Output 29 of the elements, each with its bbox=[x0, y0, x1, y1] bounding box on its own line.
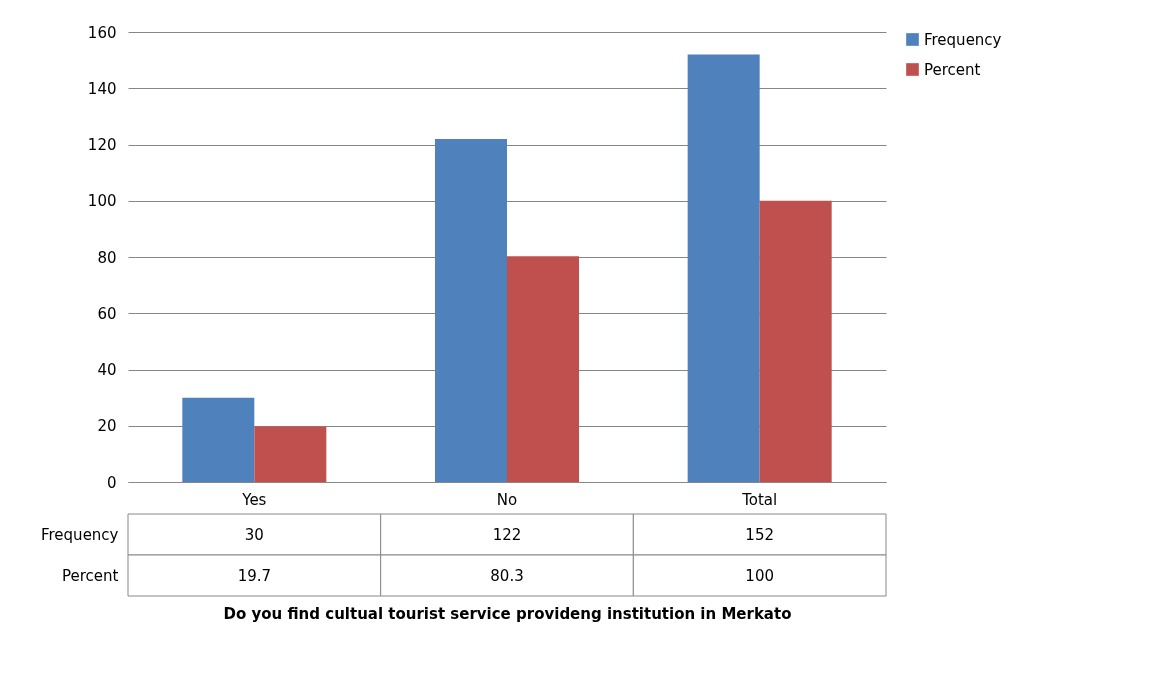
y-tick-label: 20 bbox=[97, 417, 117, 436]
y-tick-label: 40 bbox=[97, 361, 117, 379]
data-label: 100 bbox=[745, 566, 774, 585]
data-label: 80.3 bbox=[490, 566, 524, 585]
y-tick-label: 80 bbox=[97, 248, 117, 267]
bar bbox=[759, 200, 832, 482]
y-tick-label: 120 bbox=[87, 136, 117, 154]
legend-label: Percent bbox=[924, 60, 981, 79]
bar bbox=[434, 138, 507, 482]
x-tick-label: Yes bbox=[241, 490, 267, 509]
y-tick-label: 100 bbox=[87, 192, 117, 211]
data-label: 19.7 bbox=[237, 566, 272, 585]
x-tick-label: Total bbox=[741, 490, 778, 509]
y-tick-label: 140 bbox=[87, 79, 117, 98]
x-tick-label: No bbox=[496, 490, 518, 509]
y-tick-label: 0 bbox=[106, 473, 117, 492]
text: Frequency bbox=[41, 525, 119, 544]
data-label: 152 bbox=[745, 525, 774, 544]
data-label: 30 bbox=[244, 525, 264, 544]
bar bbox=[254, 426, 327, 482]
bar bbox=[182, 397, 255, 482]
text: Percent bbox=[62, 566, 119, 585]
y-tick-label: 160 bbox=[87, 23, 117, 42]
text: Do you find cultual tourist service provideng institution in Merkato bbox=[223, 604, 792, 623]
bar bbox=[507, 256, 580, 482]
legend-label: Frequency bbox=[924, 30, 1002, 49]
y-tick-label: 60 bbox=[97, 304, 117, 323]
bar bbox=[687, 54, 760, 482]
data-label: 122 bbox=[492, 525, 522, 544]
